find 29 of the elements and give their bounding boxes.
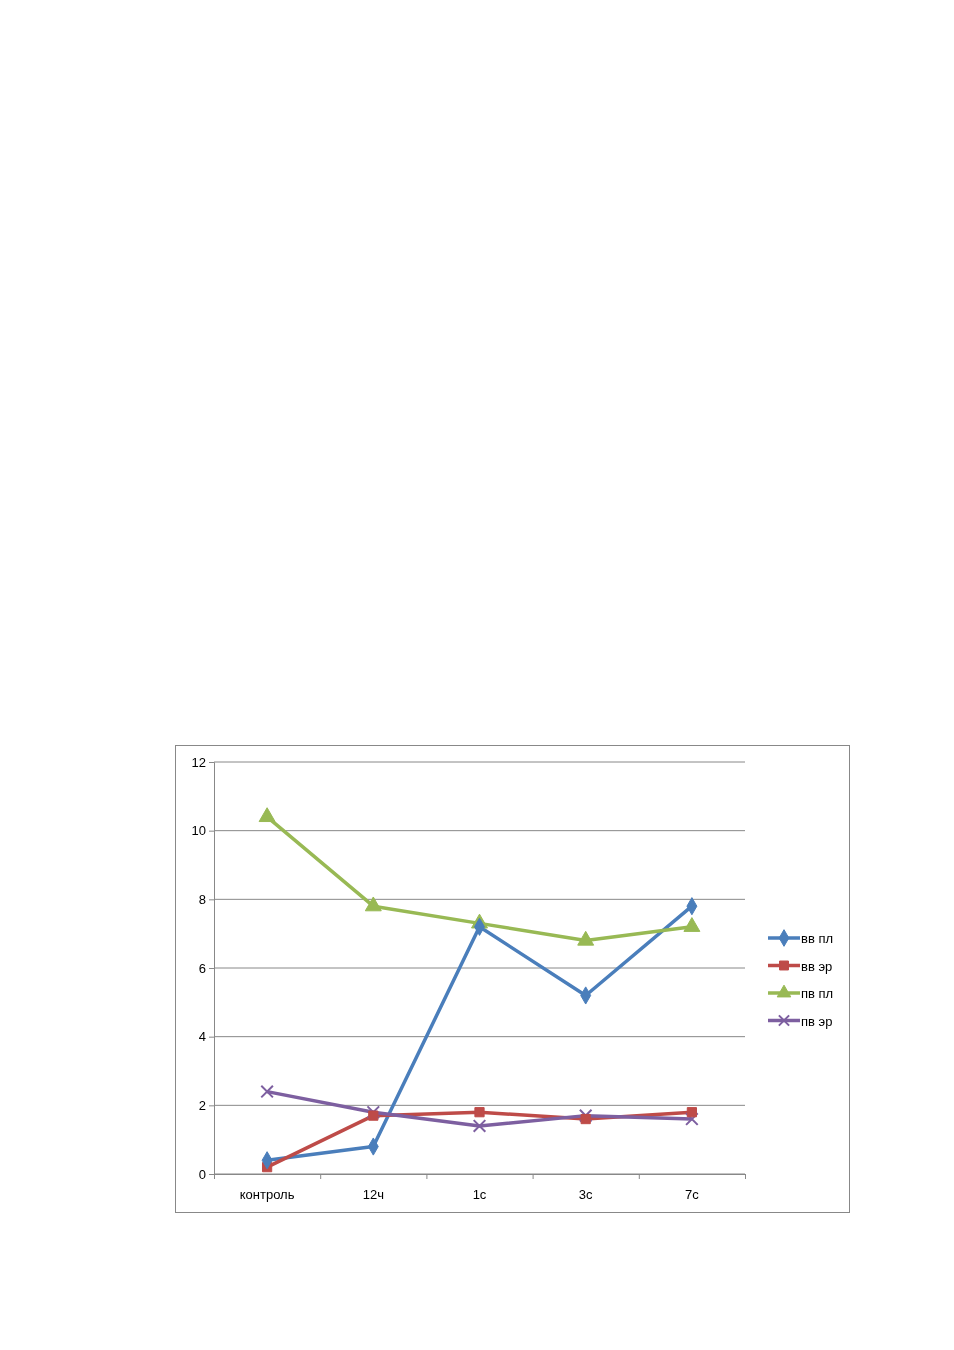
point xyxy=(578,1108,593,1123)
point xyxy=(368,1110,379,1121)
point xyxy=(580,1113,591,1125)
y-tick-label: 8 xyxy=(198,891,206,907)
y-tick-label: 10 xyxy=(191,823,206,839)
x-tick-label: 1с xyxy=(472,1187,487,1202)
point xyxy=(366,1105,381,1120)
y-tick-label: 0 xyxy=(198,1166,206,1182)
point xyxy=(683,917,701,932)
point xyxy=(474,1107,485,1118)
legend-label: вв эр xyxy=(801,958,833,974)
point xyxy=(577,930,595,946)
x-tick-label: 12ч xyxy=(362,1187,384,1202)
point xyxy=(686,1107,698,1118)
point xyxy=(472,1119,487,1133)
y-tick-label: 4 xyxy=(198,1029,206,1045)
y-tick-label: 6 xyxy=(198,960,206,976)
point xyxy=(258,807,276,823)
x-tick-label: 7с xyxy=(685,1187,700,1202)
legend-label: пв эр xyxy=(801,1013,833,1029)
point xyxy=(260,1084,274,1099)
legend-label: пв пл xyxy=(801,986,834,1001)
y-tick-label: 12 xyxy=(191,754,206,770)
x-tick-label: контроль xyxy=(239,1187,295,1202)
legend-label: вв пл xyxy=(801,931,834,946)
y-tick-label: 2 xyxy=(198,1097,206,1113)
x-tick-label: 3с xyxy=(578,1187,594,1202)
point xyxy=(364,896,382,912)
point xyxy=(685,1112,699,1126)
